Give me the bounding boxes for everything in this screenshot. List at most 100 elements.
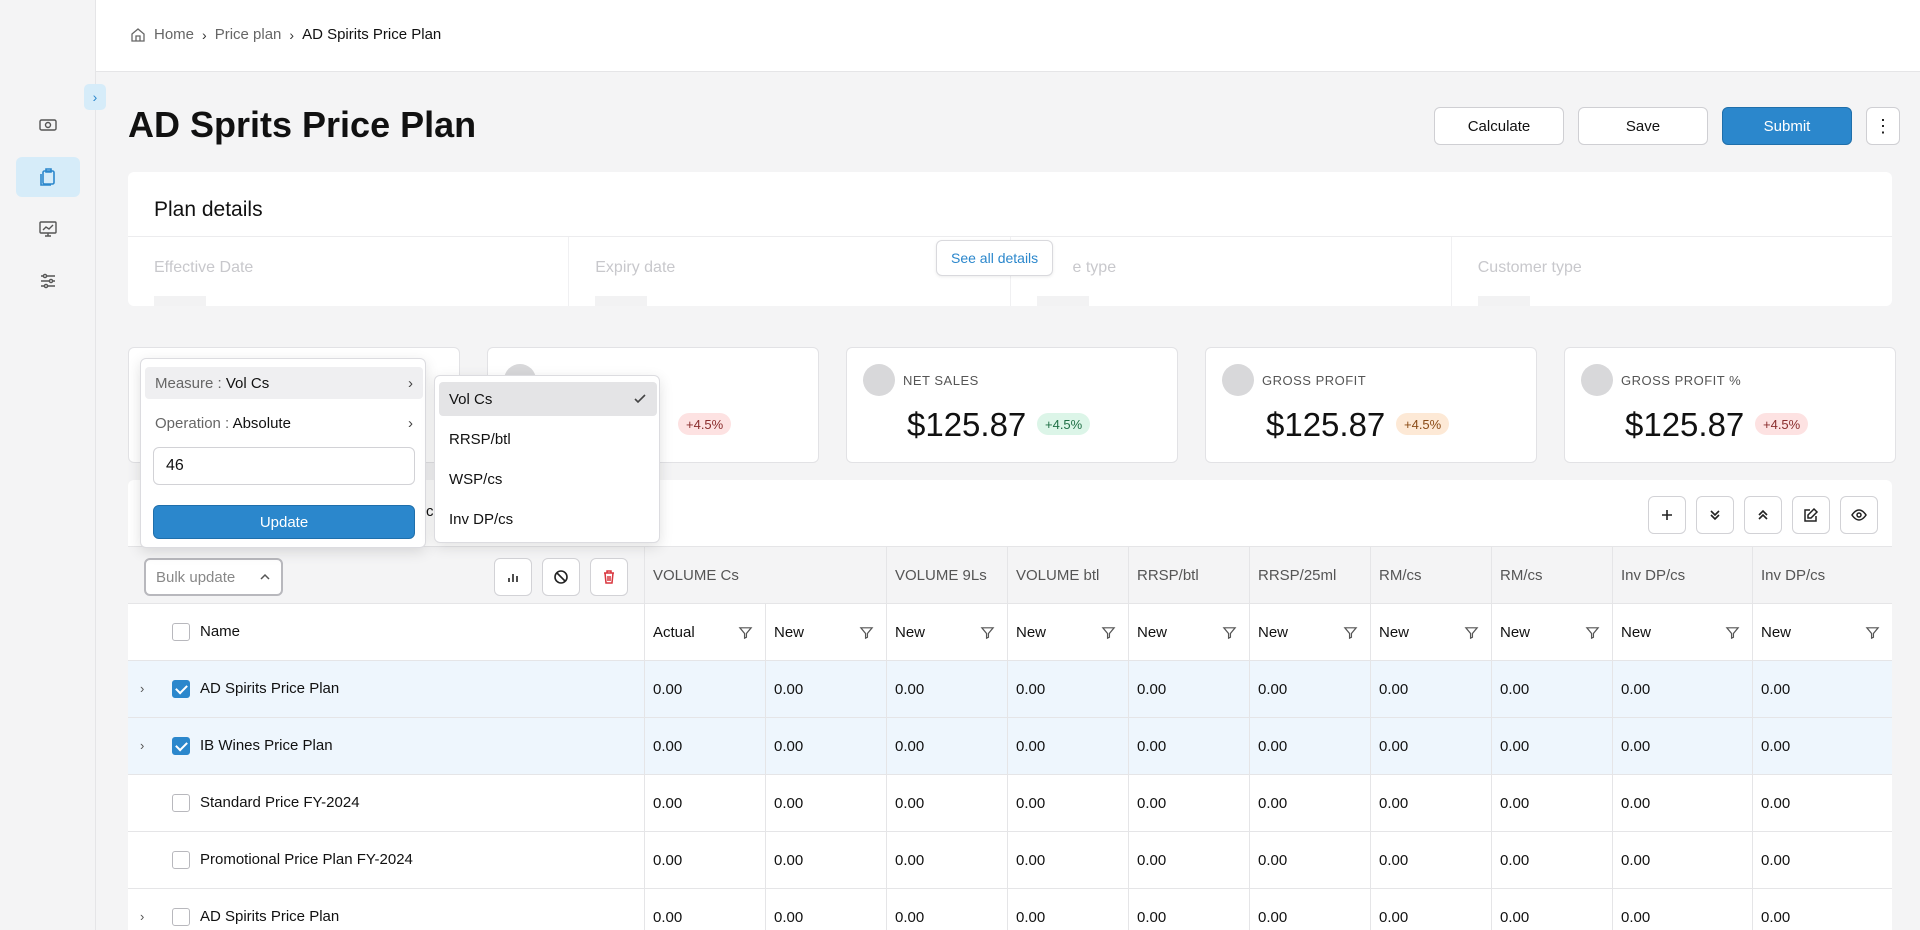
filter-icon[interactable] — [738, 625, 753, 640]
clear-button[interactable] — [542, 558, 580, 596]
row-value-cell[interactable]: 0.00 — [644, 889, 765, 930]
measure-option-vol-cs[interactable]: Vol Cs — [439, 382, 657, 416]
column-header-new[interactable]: New — [1249, 604, 1370, 660]
row-value-cell[interactable]: 0.00 — [1370, 661, 1491, 717]
row-value-cell[interactable]: 0.00 — [1128, 832, 1249, 888]
column-header-new[interactable]: New — [1370, 604, 1491, 660]
column-header-actual[interactable]: Actual — [644, 604, 765, 660]
row-value-cell[interactable]: 0.00 — [1007, 661, 1128, 717]
row-value-cell[interactable]: 0.00 — [1752, 889, 1892, 930]
calculate-button[interactable]: Calculate — [1434, 107, 1564, 145]
table-row[interactable]: › AD Spirits Price Plan 0.00 0.00 0.00 0.00 0.… — [128, 661, 1892, 718]
row-value-cell[interactable]: 0.00 — [1491, 718, 1612, 774]
row-value-cell[interactable]: 0.00 — [1612, 889, 1752, 930]
row-value-cell[interactable]: 0.00 — [1612, 775, 1752, 831]
filter-icon[interactable] — [1725, 625, 1740, 640]
row-value-cell[interactable]: 0.00 — [1752, 718, 1892, 774]
row-value-cell[interactable]: 0.00 — [1007, 832, 1128, 888]
row-value-cell[interactable]: 0.00 — [1491, 889, 1612, 930]
breadcrumb-home[interactable]: Home — [154, 26, 195, 43]
filter-icon[interactable] — [859, 625, 874, 640]
row-checkbox[interactable] — [172, 851, 190, 869]
row-value-cell[interactable]: 0.00 — [1370, 775, 1491, 831]
row-value-cell[interactable]: 0.00 — [1370, 889, 1491, 930]
row-value-cell[interactable]: 0.00 — [1370, 718, 1491, 774]
breadcrumb-price-plan[interactable]: Price plan — [214, 26, 282, 43]
sidebar-item-money[interactable] — [16, 105, 80, 145]
row-value-cell[interactable]: 0.00 — [1249, 832, 1370, 888]
row-checkbox[interactable] — [172, 737, 190, 755]
expand-row-icon[interactable]: › — [140, 738, 145, 753]
measure-menu-item[interactable]: Measure : Vol Cs › — [145, 367, 423, 399]
row-value-cell[interactable]: 0.00 — [1612, 661, 1752, 717]
row-value-cell[interactable]: 0.00 — [1128, 661, 1249, 717]
column-header-new[interactable]: New — [1007, 604, 1128, 660]
add-row-button[interactable] — [1648, 496, 1686, 534]
row-value-cell[interactable]: 0.00 — [1249, 718, 1370, 774]
row-value-cell[interactable]: 0.00 — [644, 718, 765, 774]
view-button[interactable] — [1840, 496, 1878, 534]
measure-option-wsp-cs[interactable]: WSP/cs — [449, 470, 503, 488]
row-value-cell[interactable]: 0.00 — [1491, 661, 1612, 717]
collapse-all-button[interactable] — [1744, 496, 1782, 534]
expand-all-button[interactable] — [1696, 496, 1734, 534]
delete-button[interactable] — [590, 558, 628, 596]
filter-icon[interactable] — [1585, 625, 1600, 640]
row-value-cell[interactable]: 0.00 — [1128, 889, 1249, 930]
column-header-new[interactable]: New — [1612, 604, 1752, 660]
row-value-cell[interactable]: 0.00 — [1128, 775, 1249, 831]
column-header-new[interactable]: New — [765, 604, 886, 660]
row-value-cell[interactable]: 0.00 — [1752, 832, 1892, 888]
filter-icon[interactable] — [980, 625, 995, 640]
row-checkbox[interactable] — [172, 680, 190, 698]
row-value-cell[interactable]: 0.00 — [1249, 775, 1370, 831]
row-value-cell[interactable]: 0.00 — [1491, 775, 1612, 831]
column-header-new[interactable]: New — [886, 604, 1007, 660]
sidebar-item-settings[interactable] — [16, 261, 80, 301]
row-value-cell[interactable]: 0.00 — [886, 889, 1007, 930]
table-row[interactable]: Promotional Price Plan FY-2024 0.00 0.00 0.… — [128, 832, 1892, 889]
save-button[interactable]: Save — [1578, 107, 1708, 145]
chart-button[interactable] — [494, 558, 532, 596]
row-value-cell[interactable]: 0.00 — [1491, 832, 1612, 888]
select-all-checkbox[interactable] — [172, 623, 190, 641]
row-value-cell[interactable]: 0.00 — [1752, 775, 1892, 831]
row-value-cell[interactable]: 0.00 — [1752, 661, 1892, 717]
expand-row-icon[interactable]: › — [140, 681, 145, 696]
measure-option-inv-dp-cs[interactable]: Inv DP/cs — [449, 510, 514, 528]
table-row[interactable]: Standard Price FY-2024 0.00 0.00 0.00 0.00 0.… — [128, 775, 1892, 832]
filter-icon[interactable] — [1865, 625, 1880, 640]
operation-menu-item[interactable]: Operation : Absolute › — [155, 414, 413, 432]
filter-icon[interactable] — [1222, 625, 1237, 640]
bulk-update-dropdown[interactable]: Bulk update — [144, 558, 283, 596]
row-value-cell[interactable]: 0.00 — [765, 718, 886, 774]
sidebar-item-price-plans[interactable] — [16, 157, 80, 197]
row-value-cell[interactable]: 0.00 — [1249, 661, 1370, 717]
column-header-new[interactable]: New — [1491, 604, 1612, 660]
row-value-cell[interactable]: 0.00 — [1249, 889, 1370, 930]
table-row[interactable]: › IB Wines Price Plan 0.00 0.00 0.00 0.00 0.00… — [128, 718, 1892, 775]
row-value-cell[interactable]: 0.00 — [1007, 775, 1128, 831]
filter-icon[interactable] — [1101, 625, 1116, 640]
sidebar-item-analytics[interactable] — [16, 209, 80, 249]
row-checkbox[interactable] — [172, 794, 190, 812]
row-value-cell[interactable]: 0.00 — [886, 775, 1007, 831]
edit-button[interactable] — [1792, 496, 1830, 534]
filter-icon[interactable] — [1464, 625, 1479, 640]
sidebar-expand-toggle[interactable]: › — [84, 84, 106, 110]
column-header-new[interactable]: New — [1752, 604, 1892, 660]
submit-button[interactable]: Submit — [1722, 107, 1852, 145]
row-value-cell[interactable]: 0.00 — [1370, 832, 1491, 888]
row-value-cell[interactable]: 0.00 — [644, 661, 765, 717]
row-checkbox[interactable] — [172, 908, 190, 926]
row-value-cell[interactable]: 0.00 — [886, 661, 1007, 717]
update-button[interactable]: Update — [153, 505, 415, 539]
see-all-details-button[interactable]: See all details — [936, 240, 1054, 276]
row-value-cell[interactable]: 0.00 — [1612, 718, 1752, 774]
row-value-cell[interactable]: 0.00 — [765, 832, 886, 888]
filter-icon[interactable] — [1343, 625, 1358, 640]
row-value-cell[interactable]: 0.00 — [765, 889, 886, 930]
row-value-cell[interactable]: 0.00 — [886, 718, 1007, 774]
row-value-cell[interactable]: 0.00 — [1612, 832, 1752, 888]
row-value-cell[interactable]: 0.00 — [644, 775, 765, 831]
